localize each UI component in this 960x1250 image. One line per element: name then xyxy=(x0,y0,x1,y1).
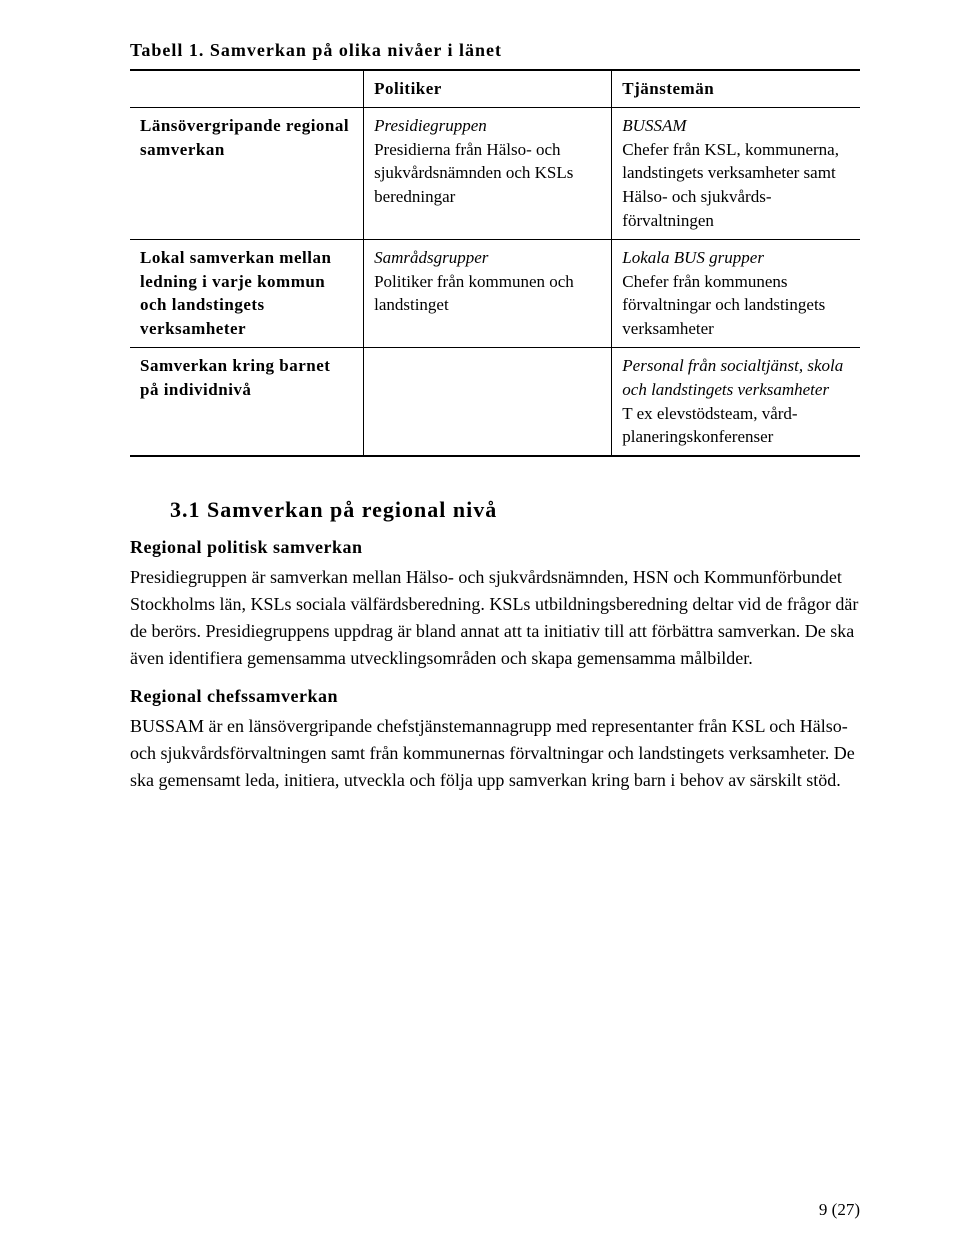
row2-col3: Lokala BUS grupper Chefer från kommunens… xyxy=(612,239,860,347)
header-col3: Tjänstemän xyxy=(612,70,860,107)
row1-col2-rest: Presidierna från Hälso- och sjukvårdsnäm… xyxy=(374,140,573,207)
row2-col3-rest: Chefer från kommunens förvaltningar och … xyxy=(622,272,825,339)
table-row: Samverkan kring barnet på individnivå Pe… xyxy=(130,347,860,456)
row2-col3-italic: Lokala BUS grupper xyxy=(622,248,764,267)
document-page: Tabell 1. Samverkan på olika nivåer i lä… xyxy=(0,0,960,1250)
header-col1 xyxy=(130,70,364,107)
table-header-row: Politiker Tjänstemän xyxy=(130,70,860,107)
row2-col1: Lokal samverkan mellan ledning i varje k… xyxy=(130,239,364,347)
row1-col2: Presidiegruppen Presidierna från Hälso- … xyxy=(364,107,612,239)
row1-col3: BUSSAM Chefer från KSL, kommunerna, land… xyxy=(612,107,860,239)
row3-col3-italic: Personal från socialtjänst, skola och la… xyxy=(622,356,843,399)
row3-col2 xyxy=(364,347,612,456)
row1-col2-italic: Presidiegruppen xyxy=(374,116,487,135)
table-row: Länsövergripande regional samverkan Pres… xyxy=(130,107,860,239)
row3-col1: Samverkan kring barnet på individnivå xyxy=(130,347,364,456)
row1-col3-italic: BUSSAM xyxy=(622,116,686,135)
row2-col2-italic: Samrådsgrupper xyxy=(374,248,488,267)
row3-col3: Personal från socialtjänst, skola och la… xyxy=(612,347,860,456)
row1-col3-rest: Chefer från KSL, kommunerna, landstinget… xyxy=(622,140,839,230)
page-footer: 9 (27) xyxy=(819,1200,860,1220)
row1-col1: Länsövergripande regional samverkan xyxy=(130,107,364,239)
table-row: Lokal samverkan mellan ledning i varje k… xyxy=(130,239,860,347)
header-col2: Politiker xyxy=(364,70,612,107)
row2-col2: Samrådsgrupper Politiker från kommunen o… xyxy=(364,239,612,347)
samverkan-table: Politiker Tjänstemän Länsövergripande re… xyxy=(130,69,860,457)
sub1-heading: Regional politisk samverkan xyxy=(130,537,860,558)
sub2-heading: Regional chefssamverkan xyxy=(130,686,860,707)
row2-col2-rest: Politiker från kommunen och landstinget xyxy=(374,272,574,315)
sub1-para: Presidiegruppen är samverkan mellan Häls… xyxy=(130,564,860,672)
table-title: Tabell 1. Samverkan på olika nivåer i lä… xyxy=(130,40,860,61)
sub2-para: BUSSAM är en länsövergripande chefstjäns… xyxy=(130,713,860,794)
row3-col3-rest: T ex elevstödsteam, vård­planeringskonfe… xyxy=(622,404,797,447)
section-heading: 3.1 Samverkan på regional nivå xyxy=(170,497,860,523)
